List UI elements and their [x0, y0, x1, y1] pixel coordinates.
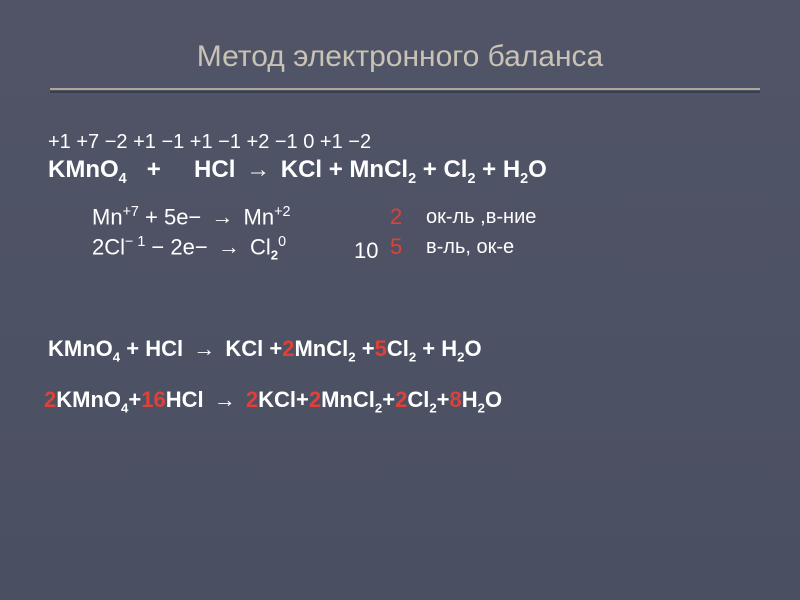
main-equation: KMnO4 + HCl → KCl + MnCl2 + Cl2 + H2O	[48, 156, 760, 188]
title-underline-shadow	[50, 91, 760, 93]
role-2: в-ль, ок-е	[426, 236, 514, 259]
coef-kcl: 2	[246, 387, 258, 412]
arrow-icon: →	[242, 156, 274, 183]
lcm-value: 10	[354, 238, 378, 264]
half-reactions: Mn+7 + 5e− → Mn+2 2 ок-ль ,в-ние 2Cl− 1 …	[92, 204, 760, 264]
coef-mncl2-final: 2	[309, 387, 321, 412]
coef-mncl2: 2	[282, 336, 294, 361]
partial-balanced-equation: KMnO4 + HCl → KCl +2MnCl2 +5Cl2 + H2O	[48, 336, 760, 365]
title-underline	[50, 88, 760, 90]
coef-h2o: 8	[450, 387, 462, 412]
plus: +	[147, 156, 161, 183]
sub: 4	[119, 171, 127, 187]
coef-cl2: 5	[375, 336, 387, 361]
role-1: ок-ль ,в-ние	[426, 206, 536, 229]
multiplier-2: 5	[390, 234, 402, 260]
slide-content: +1 +7 −2 +1 −1 +1 −1 +2 −1 0 +1 −2 KMnO4…	[48, 130, 760, 417]
slide-title: Метод электронного баланса	[0, 40, 800, 74]
final-balanced-equation: 2KMnO4+16HCl → 2KCl+2MnCl2+2Cl2+8H2O	[44, 387, 760, 416]
multiplier-1: 2	[390, 204, 402, 230]
coef-kmno4: 2	[44, 387, 56, 412]
half-reaction-1: Mn+7 + 5e− → Mn+2 2 ок-ль ,в-ние	[92, 204, 760, 234]
coef-hcl: 16	[141, 387, 165, 412]
half-reaction-2: 2Cl− 1 − 2e− → Cl20 10 5 в-ль, ок-е	[92, 234, 760, 264]
oxidation-states-row: +1 +7 −2 +1 −1 +1 −1 +2 −1 0 +1 −2	[48, 130, 760, 154]
coef-cl2-final: 2	[395, 387, 407, 412]
